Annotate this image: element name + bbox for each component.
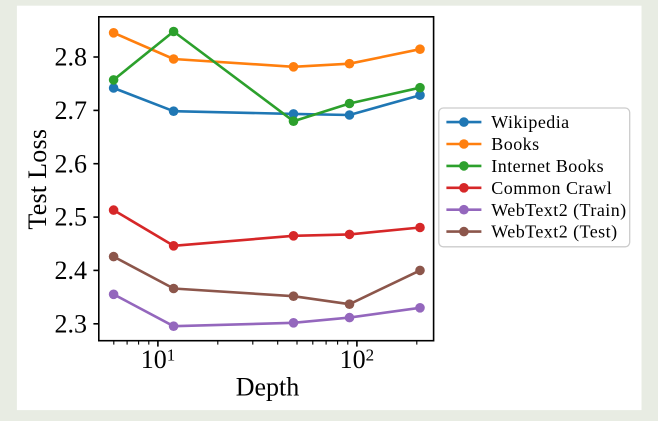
svg-text:Wikipedia: Wikipedia bbox=[491, 112, 569, 132]
svg-text:Books: Books bbox=[491, 134, 539, 154]
svg-text:2.3: 2.3 bbox=[55, 309, 88, 338]
svg-text:WebText2 (Train): WebText2 (Train) bbox=[491, 200, 626, 221]
svg-text:2.5: 2.5 bbox=[55, 203, 88, 232]
svg-text:Internet Books: Internet Books bbox=[491, 156, 604, 176]
svg-text:2.8: 2.8 bbox=[55, 43, 88, 72]
svg-text:Test Loss: Test Loss bbox=[23, 129, 52, 230]
svg-text:Common Crawl: Common Crawl bbox=[491, 178, 612, 198]
svg-text:2.7: 2.7 bbox=[55, 96, 88, 125]
svg-text:Depth: Depth bbox=[236, 372, 300, 401]
svg-text:WebText2 (Test): WebText2 (Test) bbox=[491, 222, 617, 243]
svg-text:2.4: 2.4 bbox=[55, 256, 88, 285]
svg-text:2.6: 2.6 bbox=[55, 149, 88, 178]
